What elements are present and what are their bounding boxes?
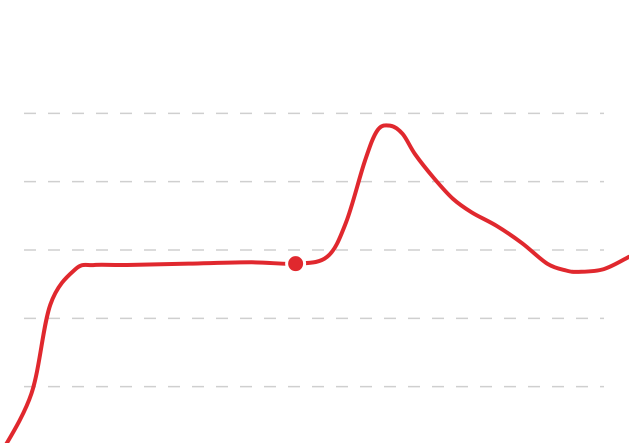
highlight-point-1	[285, 253, 307, 275]
series-layer	[4, 123, 629, 443]
gridlines	[24, 112, 604, 388]
series-line-1	[4, 123, 629, 443]
markers	[285, 253, 307, 275]
